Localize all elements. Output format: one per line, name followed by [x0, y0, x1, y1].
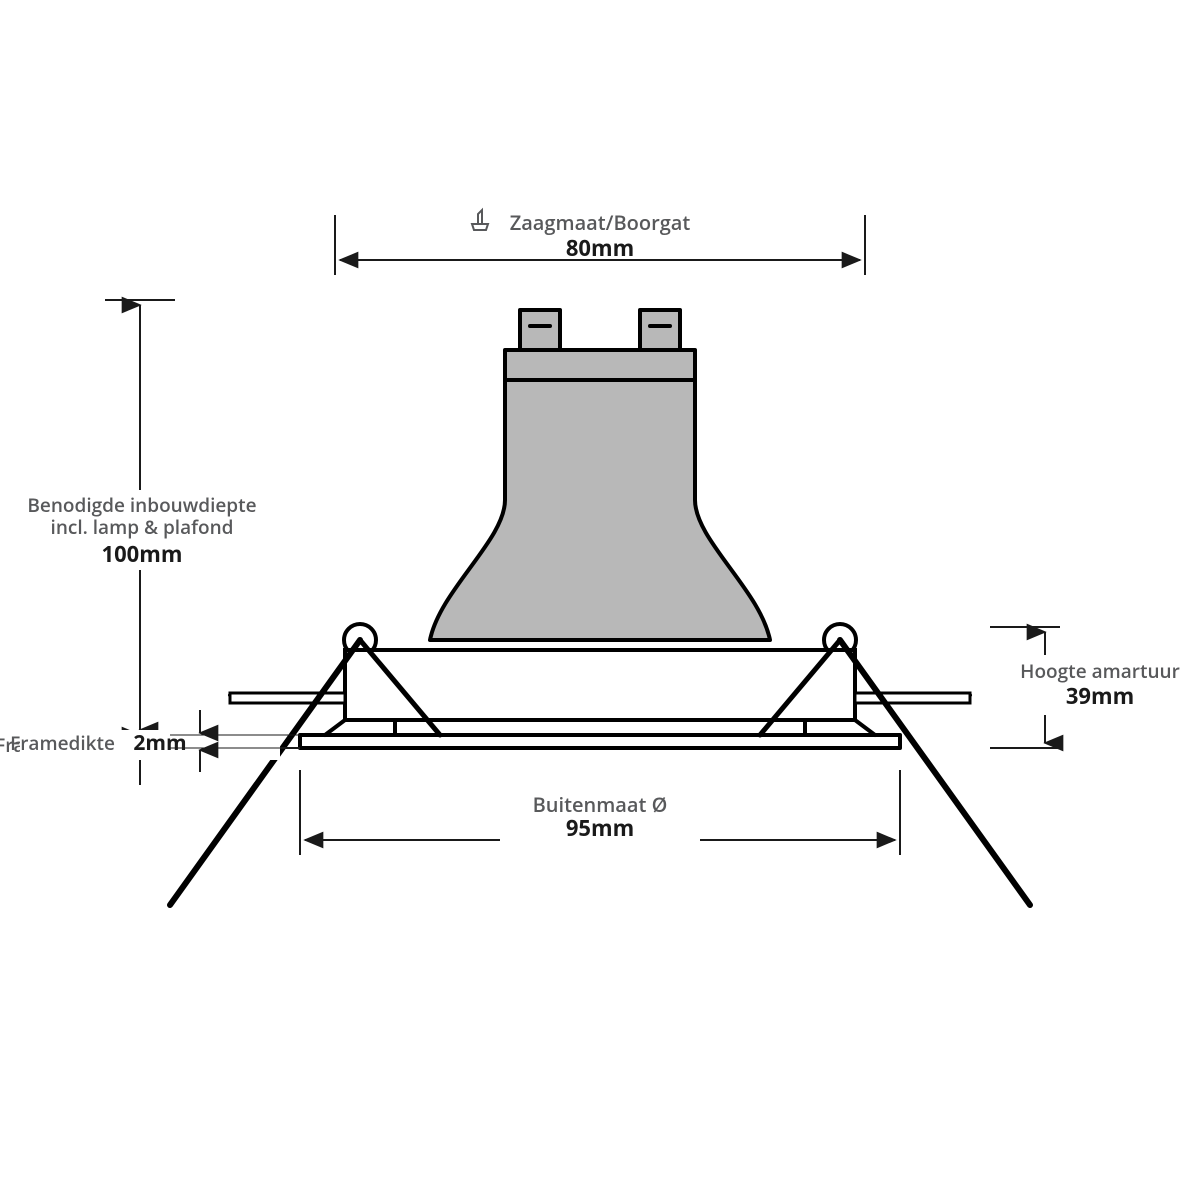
spotlight-dimension-diagram: Zaagmaat/Boorgat 80mm Benodigde inbouwdi… [0, 0, 1200, 1200]
frame-thickness-value-b: 2mm [133, 729, 186, 757]
cut-hole-value: 80mm [566, 233, 634, 263]
dimension-outer-diameter: Buitenmaat Ø 95mm Buitenmaat Ø 95mm [300, 770, 900, 855]
fixture-height-value-b: 39mm [1066, 681, 1134, 711]
gu10-bulb-clean [380, 300, 820, 660]
dimension-fixture-height: Hoogte amartuur 39mm Hoogte amartuur 39m… [990, 627, 1200, 748]
cut-hole-label: Zaagmaat/Boorgat [510, 209, 691, 236]
outer-diameter-value-b: 95mm [566, 813, 634, 843]
dimension-frame-thickness: Framedikte 2mm Framedikte 2mm [0, 700, 300, 785]
install-depth-value-b: 100mm [102, 539, 183, 569]
drill-icon [472, 210, 488, 230]
dimension-install-depth: Benodigde inbouwdiepte incl. lamp & plaf… [19, 300, 265, 735]
frame-thickness-label-b: Framedikte [10, 730, 115, 756]
dimension-cut-hole: Zaagmaat/Boorgat 80mm [335, 209, 865, 275]
fixture-housing [170, 624, 1030, 905]
install-depth-label-2b: incl. lamp & plafond [51, 514, 234, 540]
